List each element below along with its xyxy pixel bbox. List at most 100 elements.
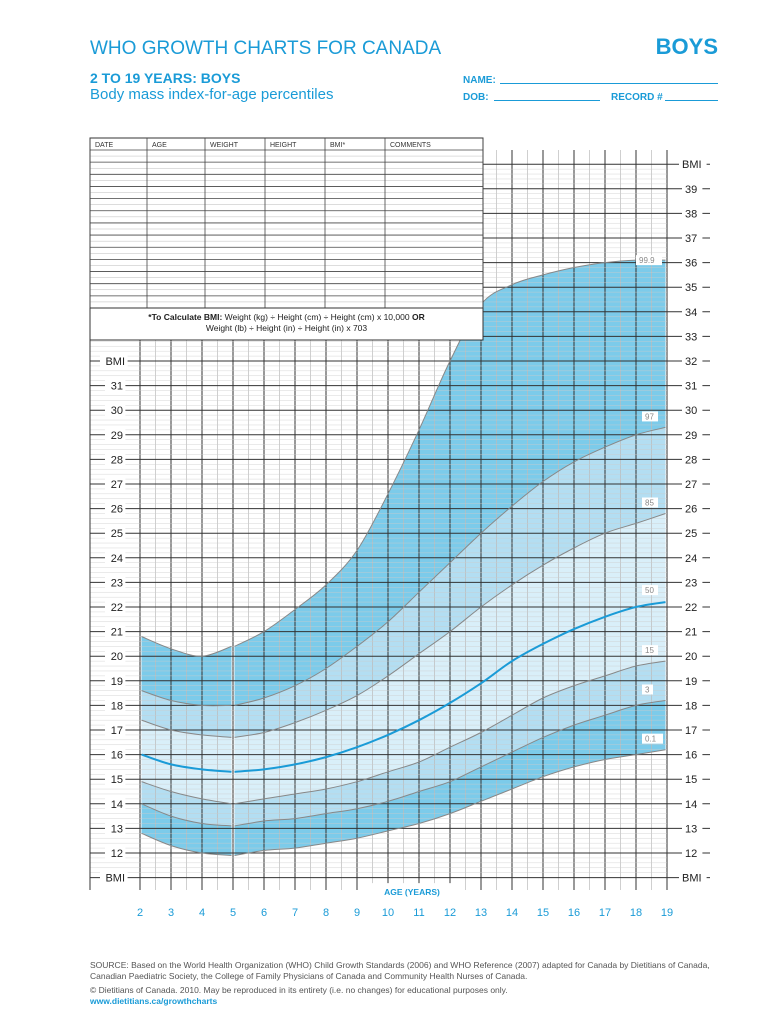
y-tick-left-16-bg bbox=[105, 746, 126, 761]
y-tick-right-24-bg bbox=[682, 549, 703, 564]
source-text: SOURCE: Based on the World Health Organi… bbox=[90, 960, 710, 970]
y-tick-right-30-bg bbox=[682, 402, 703, 417]
y-tick-left-17-bg bbox=[105, 722, 126, 736]
y-tick-left-24: 24 bbox=[111, 553, 123, 565]
percentile-label-85: 85 bbox=[645, 499, 654, 508]
y-tick-right-38-bg bbox=[682, 205, 703, 220]
table-header-height: HEIGHT bbox=[270, 142, 297, 149]
y-tick-left-19: 19 bbox=[111, 676, 123, 688]
y-tick-left-14: 14 bbox=[111, 799, 123, 811]
y-tick-right-29: 29 bbox=[685, 430, 697, 442]
y-axis-label-right: BMI bbox=[682, 159, 702, 171]
y-tick-right-14-bg bbox=[682, 795, 703, 810]
y-tick-right-26: 26 bbox=[685, 504, 697, 516]
y-tick-right-15-bg bbox=[682, 771, 703, 786]
x-tick-18: 18 bbox=[630, 907, 642, 919]
x-tick-12: 12 bbox=[444, 907, 456, 919]
copyright-text: © Dietitians of Canada. 2010. May be rep… bbox=[90, 985, 508, 995]
y-tick-left-23-bg bbox=[105, 574, 126, 589]
y-tick-right-19: 19 bbox=[685, 676, 697, 688]
percentile-curve-50 bbox=[141, 753, 232, 773]
y-tick-left-21: 21 bbox=[111, 627, 123, 639]
x-tick-14: 14 bbox=[506, 907, 518, 919]
percentile-label-bg bbox=[642, 585, 658, 596]
y-tick-left-30-bg bbox=[105, 402, 126, 417]
percentile-curve-99.9 bbox=[234, 259, 666, 647]
website-link[interactable]: www.dietitians.ca/growthcharts bbox=[90, 996, 218, 1006]
y-tick-left-15: 15 bbox=[111, 774, 123, 786]
y-axis-label-left: BMI bbox=[105, 356, 125, 368]
percentile-label-bg bbox=[642, 411, 658, 422]
x-tick-7: 7 bbox=[292, 907, 298, 919]
y-tick-right-16-bg bbox=[682, 746, 703, 761]
y-tick-right-36-bg bbox=[682, 254, 703, 269]
record-label: RECORD # bbox=[611, 92, 663, 103]
x-tick-13: 13 bbox=[475, 907, 487, 919]
y-tick-left-28-bg bbox=[105, 451, 126, 466]
y-tick-left-13: 13 bbox=[111, 823, 123, 835]
percentile-curve-97 bbox=[234, 426, 666, 706]
name-field[interactable] bbox=[500, 83, 718, 84]
y-tick-left-29: 29 bbox=[111, 430, 123, 442]
y-tick-left-12-bg bbox=[105, 845, 126, 859]
percentile-label-bg bbox=[642, 733, 663, 744]
y-tick-right-34-bg bbox=[682, 303, 703, 318]
y-tick-left-26: 26 bbox=[111, 504, 123, 516]
dob-field[interactable] bbox=[494, 100, 600, 101]
x-tick-15: 15 bbox=[537, 907, 549, 919]
percentile-curve-97 bbox=[141, 690, 232, 707]
y-tick-left-22-bg bbox=[105, 599, 126, 613]
percentile-curve-0.1 bbox=[141, 832, 232, 856]
age-range-title: 2 TO 19 YEARS: BOYS bbox=[90, 70, 241, 86]
y-tick-right-33: 33 bbox=[685, 331, 697, 343]
y-tick-left-24-bg bbox=[105, 549, 126, 564]
y-tick-right-35: 35 bbox=[685, 282, 697, 294]
y-tick-right-30: 30 bbox=[685, 405, 697, 417]
y-tick-left-17: 17 bbox=[111, 725, 123, 737]
y-tick-left-25-bg bbox=[105, 525, 126, 540]
x-axis-label-bg bbox=[369, 883, 455, 898]
y-tick-left-27-bg bbox=[105, 476, 126, 490]
y-tick-left-29-bg bbox=[105, 426, 126, 441]
y-tick-left-18-bg bbox=[105, 697, 126, 712]
y-tick-left-12: 12 bbox=[111, 848, 123, 860]
percentile-curve-0.1 bbox=[234, 749, 666, 856]
measurement-table: DATE AGE WEIGHT HEIGHT BMI* COMMENTS bbox=[89, 137, 484, 341]
source-text-2: Canadian Paediatric Society, the College… bbox=[90, 971, 528, 981]
x-tick-11: 11 bbox=[413, 907, 424, 919]
y-axis-label-left-bottom: BMI bbox=[105, 873, 125, 885]
percentile-curve-50 bbox=[234, 601, 666, 773]
formula-imperial: Weight (lb) ÷ Height (in) ÷ Height (in) … bbox=[205, 323, 368, 333]
y-tick-right-28: 28 bbox=[685, 454, 697, 466]
y-tick-right-15: 15 bbox=[685, 774, 697, 786]
percentile-curve-15 bbox=[141, 781, 232, 805]
percentile-label-bg bbox=[642, 684, 653, 695]
y-axis-label-left-bottom-bg bbox=[100, 869, 128, 884]
y-tick-right-31: 31 bbox=[685, 381, 697, 393]
y-tick-right-37-bg bbox=[682, 230, 703, 244]
y-axis-label-right-bottom-bg bbox=[679, 869, 707, 884]
formula-metric: Weight (kg) ÷ Height (cm) ÷ Height (cm) … bbox=[224, 312, 410, 322]
y-tick-left-31: 31 bbox=[111, 381, 123, 393]
percentile-label-bg bbox=[642, 645, 658, 656]
y-axis-label-left-bg bbox=[100, 353, 128, 367]
x-tick-2: 2 bbox=[137, 907, 143, 919]
y-tick-left-15-bg bbox=[105, 771, 126, 786]
y-tick-right-13-bg bbox=[682, 820, 703, 835]
y-tick-right-17-bg bbox=[682, 722, 703, 736]
formula-heading: *To Calculate BMI: bbox=[148, 312, 223, 322]
y-tick-left-25: 25 bbox=[111, 528, 123, 540]
x-tick-6: 6 bbox=[261, 907, 267, 919]
record-field[interactable] bbox=[665, 100, 718, 101]
percentile-label-50: 50 bbox=[645, 586, 654, 595]
percentile-curve-85 bbox=[141, 719, 232, 738]
percentile-label-99.9: 99.9 bbox=[639, 256, 655, 265]
chart-description: Body mass index-for-age percentiles bbox=[90, 86, 334, 103]
y-tick-right-28-bg bbox=[682, 451, 703, 466]
y-tick-right-25: 25 bbox=[685, 528, 697, 540]
table-background bbox=[89, 137, 484, 341]
y-tick-left-30: 30 bbox=[111, 405, 123, 417]
chart-title: WHO GROWTH CHARTS FOR CANADA bbox=[90, 38, 442, 59]
y-tick-right-21-bg bbox=[682, 623, 703, 638]
